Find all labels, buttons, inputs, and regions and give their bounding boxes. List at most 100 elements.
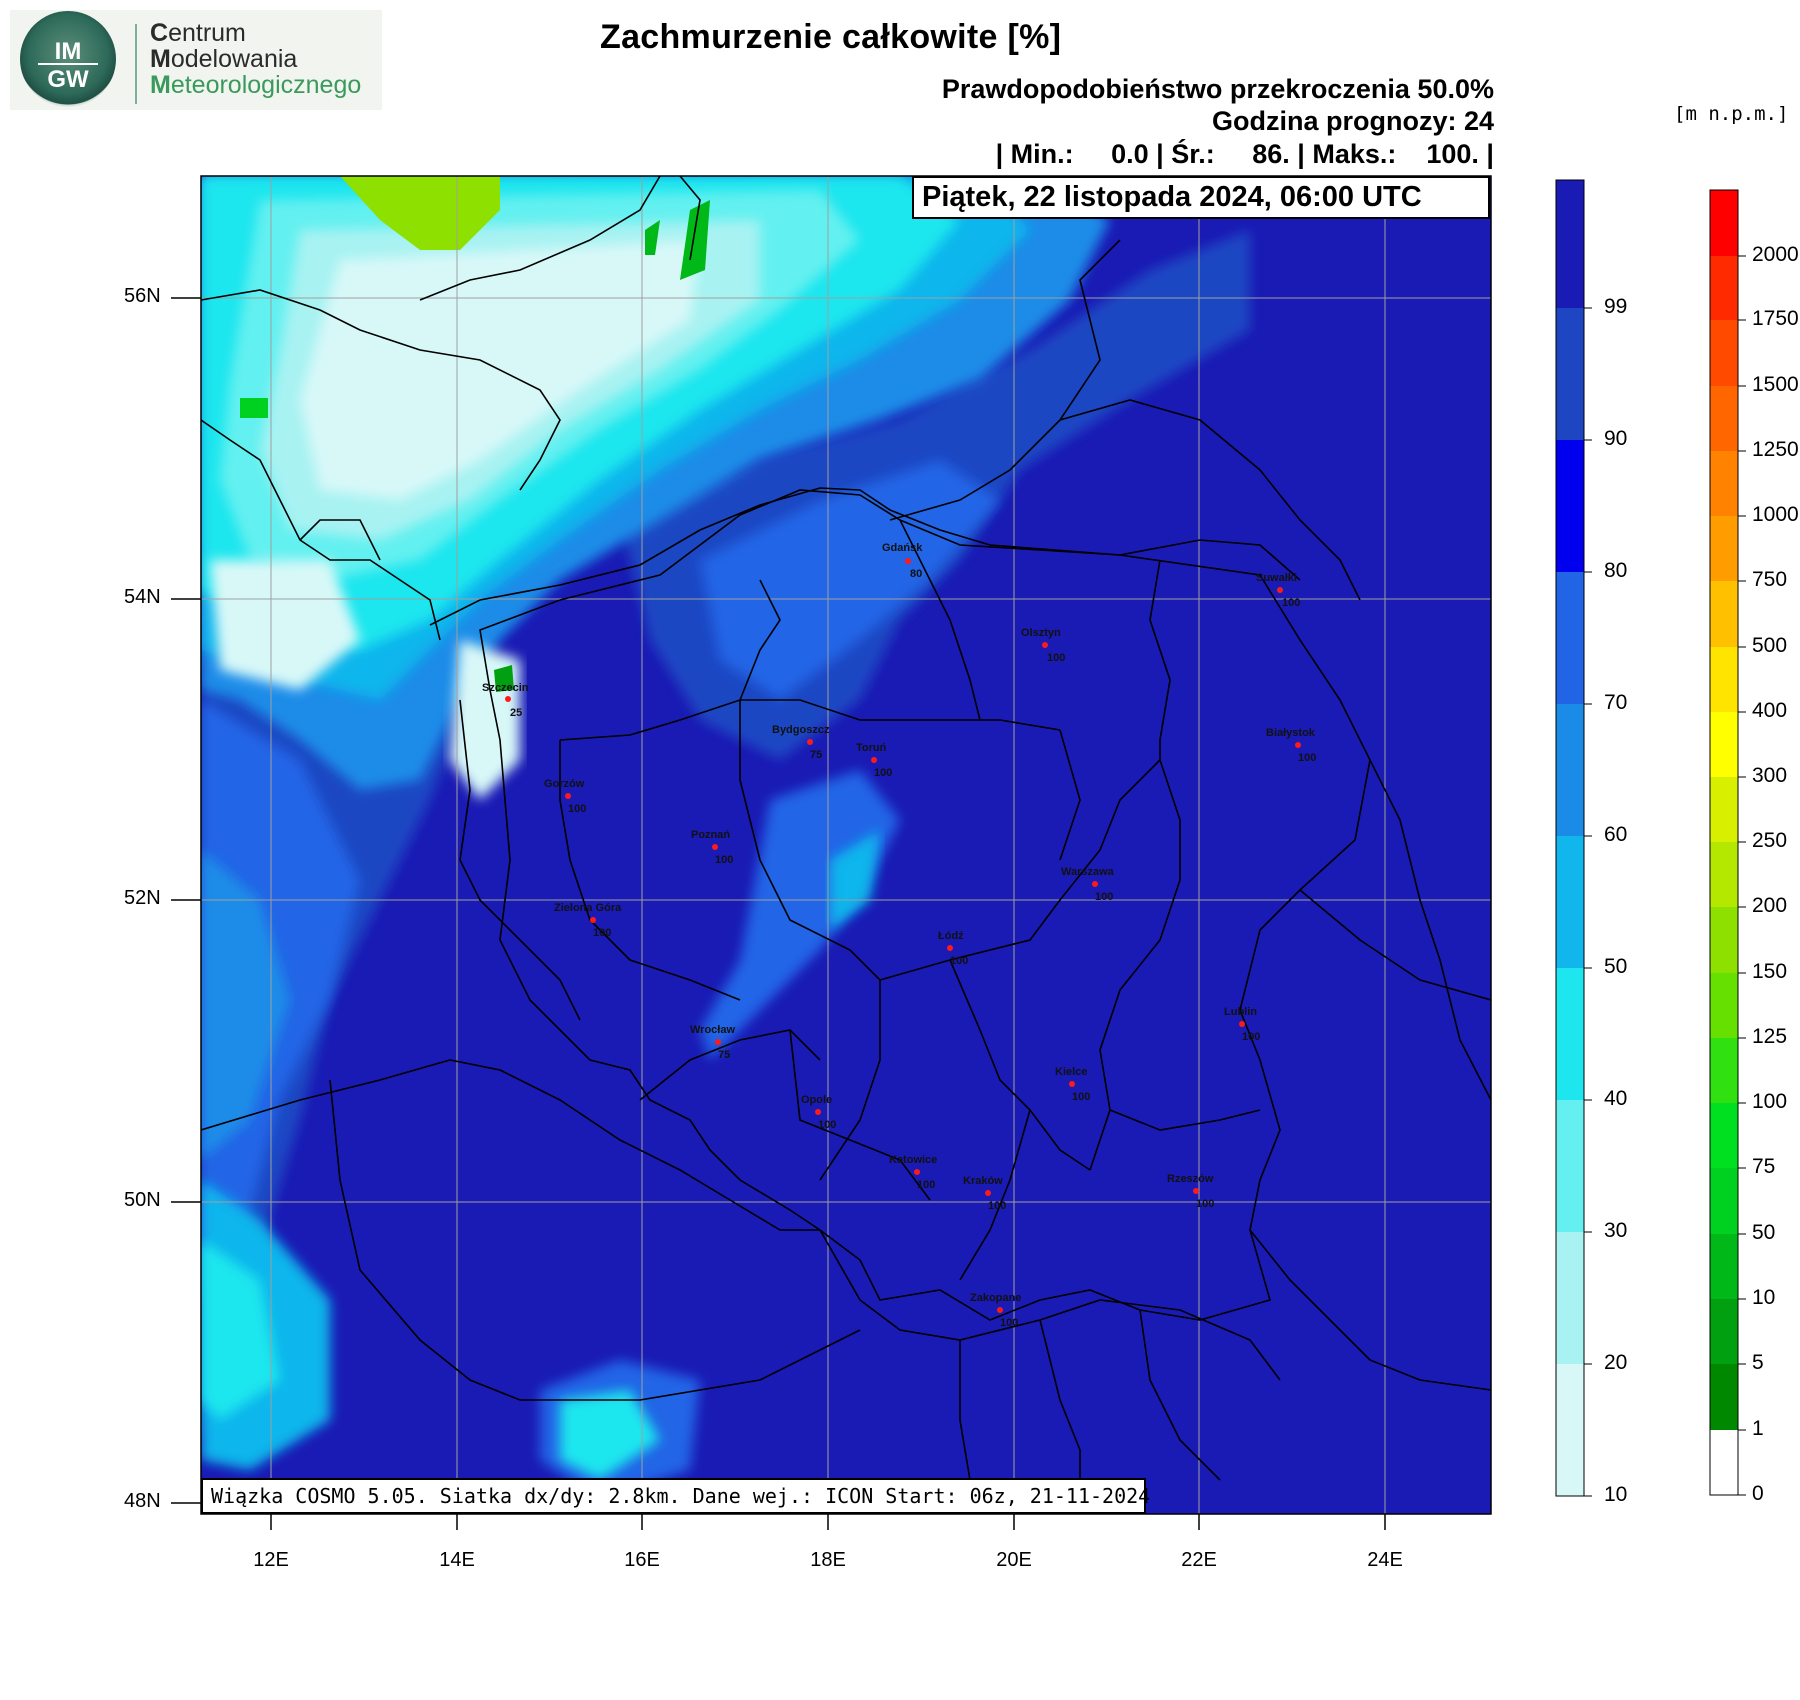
city-marker	[505, 696, 511, 702]
cloud-colorbar-swatch	[1556, 440, 1584, 572]
terrain-colorbar-label: 1	[1752, 1417, 1764, 1440]
cloud-colorbar-swatch	[1556, 704, 1584, 836]
city-marker	[712, 844, 718, 850]
map-grid	[201, 176, 1491, 1514]
city-marker	[997, 1307, 1003, 1313]
terrain-colorbar-swatch	[1710, 1299, 1738, 1364]
terrain-colorbar-label: 100	[1752, 1090, 1788, 1113]
terrain-colorbar-swatch	[1710, 777, 1738, 842]
city-label: Kielce	[1055, 1066, 1088, 1078]
city-value: 100	[950, 955, 969, 967]
city-marker	[1193, 1188, 1199, 1194]
terrain-colorbar-swatch	[1710, 1364, 1738, 1430]
terrain-colorbar-swatch	[1710, 712, 1738, 777]
probability-text: Prawdopodobieństwo przekroczenia 50.0%	[941, 74, 1494, 104]
city-value: 100	[715, 854, 734, 866]
cloud-colorbar-swatch	[1556, 1364, 1584, 1496]
city-label: Szczecin	[482, 682, 529, 694]
cloud-colorbar-swatch	[1556, 1100, 1584, 1232]
imgw-logo: IM GW Centrum Modelowania Meteorologiczn…	[10, 10, 382, 110]
cloud-cover-field	[201, 176, 1491, 1514]
city-value: 100	[917, 1179, 936, 1191]
cloud-colorbar-label: 50	[1604, 955, 1628, 978]
city-value: 75	[718, 1049, 731, 1061]
city-label: Suwałki	[1256, 572, 1297, 584]
city-label: Gdańsk	[882, 542, 923, 554]
city-marker	[985, 1190, 991, 1196]
city-marker	[947, 945, 953, 951]
city-value: 100	[874, 767, 893, 779]
cloud-colorbar-label: 70	[1604, 691, 1628, 714]
imgw-seal-icon: IM GW	[20, 11, 116, 107]
city-value: 100	[1282, 597, 1301, 609]
cloud-colorbar-swatch	[1556, 180, 1584, 308]
terrain-colorbar-label: 1750	[1752, 307, 1799, 330]
cloud-colorbar	[1555, 179, 1592, 1497]
city-label: Zakopane	[970, 1292, 1022, 1304]
terrain-colorbar-label: 50	[1752, 1221, 1776, 1244]
cloud-colorbar-label: 90	[1604, 427, 1628, 450]
terrain-colorbar-label: 250	[1752, 829, 1788, 852]
terrain-colorbar-swatch	[1710, 386, 1738, 451]
city-marker	[1092, 881, 1098, 887]
city-value: 25	[510, 707, 523, 719]
forecast-hour-text: Godzina prognozy: 24	[1211, 106, 1494, 136]
terrain-colorbar-swatch	[1710, 1430, 1738, 1495]
city-label: Warszawa	[1061, 866, 1114, 878]
city-value: 100	[1298, 752, 1317, 764]
city-value: 100	[1095, 891, 1114, 903]
city-value: 100	[593, 927, 612, 939]
city-label: Rzeszów	[1167, 1173, 1214, 1185]
stats-text: | Min.: 0.0 | Śr.: 86. | Maks.: 100. |	[995, 139, 1494, 169]
terrain-colorbar-label: 300	[1752, 764, 1788, 787]
city-value: 75	[810, 749, 823, 761]
axis-ticks	[171, 297, 1386, 1530]
lon-label: 22E	[1181, 1549, 1217, 1571]
terrain-colorbar-label: 200	[1752, 894, 1788, 917]
lon-label: 14E	[439, 1549, 475, 1571]
city-label: Zielona Góra	[554, 902, 622, 914]
lat-label: 54N	[124, 586, 161, 608]
lat-label: 48N	[124, 1490, 161, 1512]
terrain-colorbar-label: 1250	[1752, 438, 1799, 461]
lon-label: 20E	[996, 1549, 1032, 1571]
city-value: 100	[568, 803, 587, 815]
city-label: Poznań	[691, 829, 731, 841]
terrain-colorbar-label: 500	[1752, 634, 1788, 657]
city-marker	[905, 558, 911, 564]
seal-text-bottom: GW	[47, 66, 89, 93]
terrain-colorbar-label: 750	[1752, 568, 1788, 591]
city-label: Bydgoszcz	[772, 724, 830, 736]
cloud-colorbar-label: 40	[1604, 1087, 1628, 1110]
city-marker	[715, 1039, 721, 1045]
terrain-colorbar-swatch	[1710, 581, 1738, 647]
city-label: Kraków	[963, 1175, 1003, 1187]
logo-word: entrum	[168, 19, 246, 47]
city-marker	[815, 1109, 821, 1115]
terrain-colorbar-label: 150	[1752, 960, 1788, 983]
city-label: Wrocław	[690, 1024, 736, 1036]
city-value: 100	[818, 1119, 837, 1131]
terrain-colorbar-swatch	[1710, 256, 1738, 320]
logo-divider	[135, 24, 137, 104]
terrain-colorbar-swatch	[1710, 516, 1738, 581]
terrain-colorbar-swatch	[1710, 1103, 1738, 1168]
logo-wordmark: Centrum Modelowania Meteorologicznego	[150, 20, 361, 98]
logo-letter: M	[150, 71, 171, 99]
lat-label: 50N	[124, 1189, 161, 1211]
city-label: Toruń	[856, 742, 887, 754]
seal-text-top: IM	[55, 38, 82, 65]
terrain-colorbar-label: 75	[1752, 1155, 1776, 1178]
terrain-colorbar	[1709, 189, 1746, 1496]
city-marker	[1239, 1021, 1245, 1027]
map-frame	[200, 175, 1492, 1515]
terrain-colorbar-swatch	[1710, 1234, 1738, 1299]
logo-word: odelowania	[170, 45, 298, 73]
city-value: 100	[1000, 1317, 1019, 1329]
cloud-colorbar-swatch	[1556, 836, 1584, 968]
valid-date-box: Piątek, 22 listopada 2024, 06:00 UTC	[912, 176, 1490, 219]
city-value: 100	[988, 1200, 1007, 1212]
terrain-colorbar-swatch	[1710, 973, 1738, 1038]
map-title: Zachmurzenie całkowite [%]	[600, 18, 1062, 56]
